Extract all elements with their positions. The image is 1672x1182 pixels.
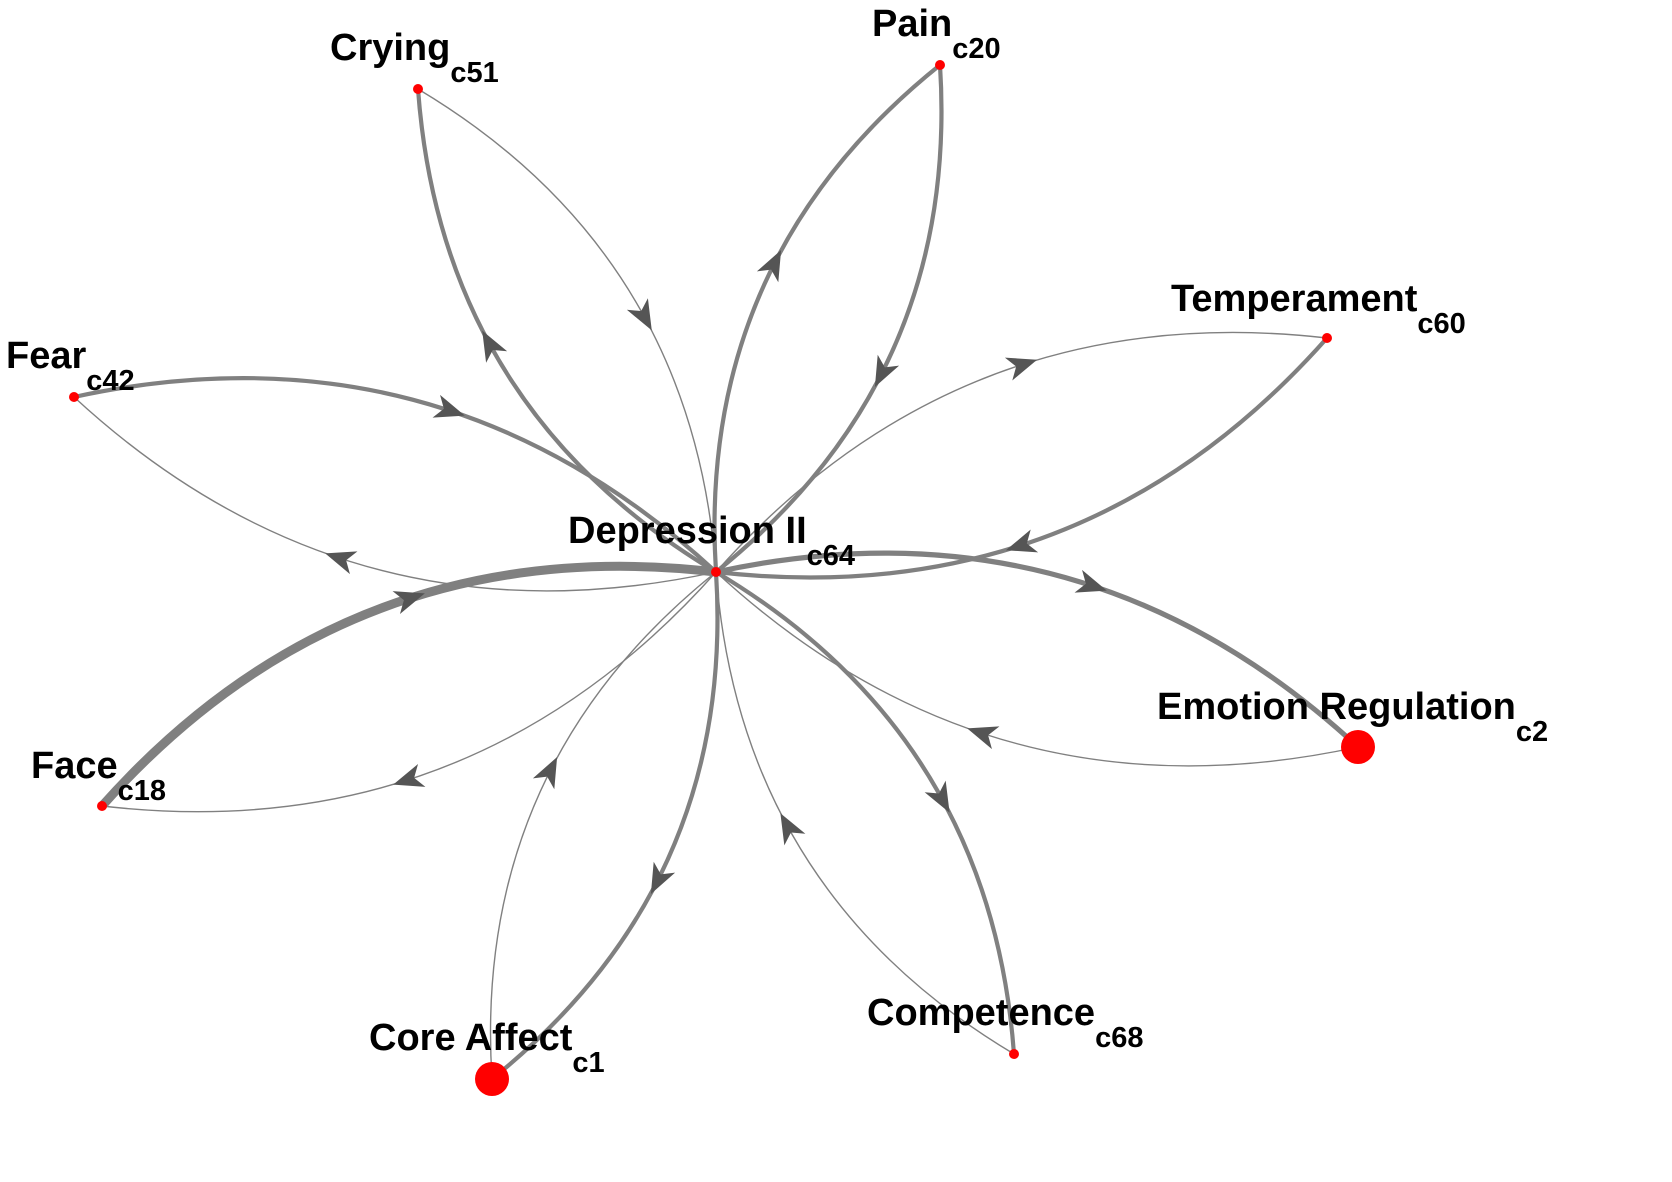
- edge-c64-to-c68: [713, 569, 1017, 1057]
- edges-layer: [71, 62, 1361, 1082]
- edge-c20-to-c64: [713, 62, 944, 575]
- arrowhead-c64-to-c20: [756, 250, 782, 283]
- label-c60-name: Temperament: [1171, 278, 1418, 320]
- edge-c18-to-c64: [97, 561, 721, 811]
- edge-c64-to-c1: [489, 569, 720, 1082]
- edge-c64-to-c42: [73, 396, 717, 592]
- edge-c64-to-c20: [712, 62, 943, 575]
- label-c18-name: Face: [31, 745, 118, 787]
- label-c42: Fearc42: [6, 335, 135, 397]
- edge-c2-to-c64: [715, 571, 1359, 767]
- arrowhead-c64-to-c60: [1004, 357, 1038, 381]
- label-c2-subscript: c2: [1516, 716, 1548, 748]
- edge-c64-to-c51: [415, 86, 719, 575]
- edge-c64-to-c18: [101, 571, 717, 813]
- edge-c1-to-c64: [489, 571, 717, 1080]
- label-c1-subscript: c1: [572, 1047, 604, 1079]
- node-c18: [97, 801, 107, 811]
- label-c68-subscript: c68: [1095, 1022, 1143, 1054]
- arrowhead-c51-to-c64: [626, 298, 652, 331]
- label-c68-name: Competence: [867, 992, 1095, 1034]
- edge-c64-to-c2: [713, 550, 1361, 750]
- label-c51-subscript: c51: [450, 57, 498, 89]
- arrowhead-c64-to-c1: [650, 861, 676, 894]
- node-c42: [69, 392, 79, 402]
- arrowhead-c64-to-c51: [482, 330, 508, 363]
- node-c64: [711, 567, 721, 577]
- edge-c51-to-c64: [417, 88, 717, 573]
- label-c64-subscript: c64: [807, 540, 855, 572]
- label-c18: Facec18: [31, 745, 166, 807]
- label-c60: Temperamentc60: [1171, 278, 1466, 340]
- arrowhead-c2-to-c64: [967, 726, 1000, 750]
- node-c68: [1009, 1049, 1019, 1059]
- edge-c60-to-c64: [713, 335, 1330, 580]
- arrowhead-c64-to-c2: [1074, 569, 1107, 593]
- arrowhead-c60-to-c64: [1005, 529, 1039, 553]
- label-c2: Emotion Regulationc2: [1157, 686, 1548, 748]
- edge-c68-to-c64: [715, 571, 1015, 1055]
- node-c20: [935, 60, 945, 70]
- arrowhead-c18-to-c64: [392, 591, 425, 615]
- label-c2-name: Emotion Regulation: [1157, 686, 1516, 728]
- label-c64: Depression IIc64: [568, 510, 855, 572]
- label-c18-subscript: c18: [118, 775, 166, 807]
- arrowhead-c64-to-c68: [924, 780, 950, 813]
- label-c1: Core Affectc1: [369, 1017, 605, 1079]
- node-c2: [1341, 730, 1375, 764]
- arrowhead-c20-to-c64: [874, 354, 900, 387]
- node-c60: [1322, 333, 1332, 343]
- label-c60-subscript: c60: [1417, 308, 1465, 340]
- nodes-layer: [69, 60, 1375, 1096]
- label-c42-name: Fear: [6, 335, 86, 377]
- edge-c42-to-c64: [71, 376, 719, 575]
- label-c68: Competencec68: [867, 992, 1143, 1054]
- label-c51: Cryingc51: [330, 27, 499, 89]
- label-c42-subscript: c42: [86, 365, 134, 397]
- label-c64-name: Depression II: [568, 510, 807, 552]
- arrowhead-c1-to-c64: [532, 757, 558, 790]
- arrowhead-c42-to-c64: [432, 394, 465, 418]
- node-c1: [475, 1062, 509, 1096]
- arrowhead-c68-to-c64: [780, 813, 806, 846]
- label-c51-name: Crying: [330, 27, 450, 69]
- node-c51: [413, 84, 423, 94]
- label-c20-name: Pain: [872, 3, 952, 45]
- label-c20-subscript: c20: [952, 33, 1000, 65]
- label-c20: Painc20: [872, 3, 1001, 65]
- label-c1-name: Core Affect: [369, 1017, 573, 1059]
- arrowhead-c64-to-c18: [393, 763, 426, 787]
- labels-layer: Depression IIc64 Cryingc51 Painc20 Temperam…: [6, 3, 1548, 1079]
- edge-c64-to-c60: [715, 331, 1328, 573]
- arrows-layer: [325, 250, 1107, 894]
- arrowhead-c64-to-c42: [325, 551, 358, 575]
